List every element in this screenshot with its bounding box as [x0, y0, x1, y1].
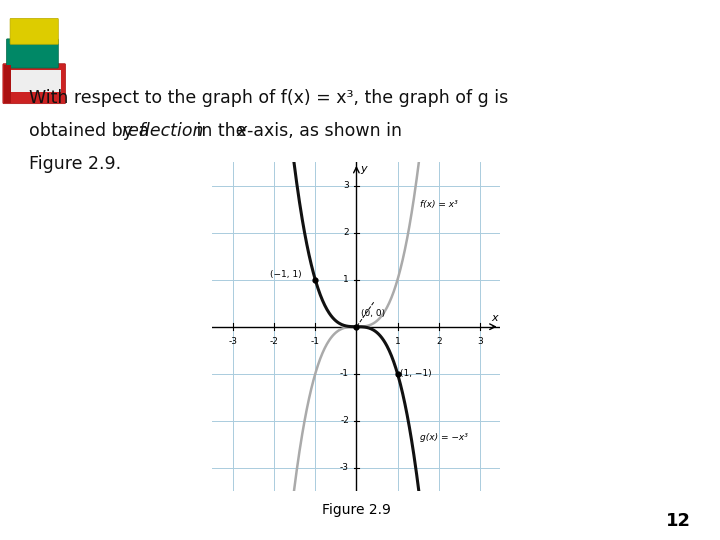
Text: 1: 1: [343, 275, 349, 284]
Text: reflection: reflection: [121, 122, 204, 140]
Text: 3: 3: [477, 337, 482, 346]
Text: g(x) = −x³: g(x) = −x³: [420, 433, 468, 442]
FancyBboxPatch shape: [7, 70, 61, 92]
Text: -1: -1: [340, 369, 349, 378]
Text: 2: 2: [436, 337, 441, 346]
FancyBboxPatch shape: [10, 18, 58, 44]
Text: (−1, 1): (−1, 1): [270, 271, 302, 279]
FancyBboxPatch shape: [6, 39, 58, 68]
Text: 12: 12: [666, 512, 691, 530]
FancyBboxPatch shape: [4, 65, 11, 103]
Text: Figure 2.9.: Figure 2.9.: [29, 154, 121, 173]
Text: 1: 1: [395, 337, 400, 346]
FancyBboxPatch shape: [3, 64, 66, 104]
Text: 2: 2: [343, 228, 349, 237]
Text: (1, −1): (1, −1): [400, 369, 431, 378]
Text: f(x) = x³: f(x) = x³: [420, 200, 458, 208]
Text: -3: -3: [228, 337, 238, 346]
Text: 3: 3: [343, 181, 349, 190]
Text: -2: -2: [270, 337, 279, 346]
Text: -3: -3: [340, 463, 349, 472]
Text: -2: -2: [340, 416, 349, 426]
Text: obtained by a: obtained by a: [29, 122, 154, 140]
Text: y: y: [361, 164, 367, 174]
Text: (0, 0): (0, 0): [361, 309, 384, 319]
Text: Example 1(a) – Solution: Example 1(a) – Solution: [54, 25, 460, 55]
Text: x: x: [236, 122, 246, 140]
Text: Figure 2.9: Figure 2.9: [322, 503, 391, 517]
Text: x: x: [491, 313, 498, 323]
Text: With respect to the graph of f(x) = x³, the graph of g is: With respect to the graph of f(x) = x³, …: [29, 89, 508, 107]
Text: -1: -1: [311, 337, 320, 346]
Text: in the: in the: [191, 122, 252, 140]
Text: -axis, as shown in: -axis, as shown in: [247, 122, 402, 140]
